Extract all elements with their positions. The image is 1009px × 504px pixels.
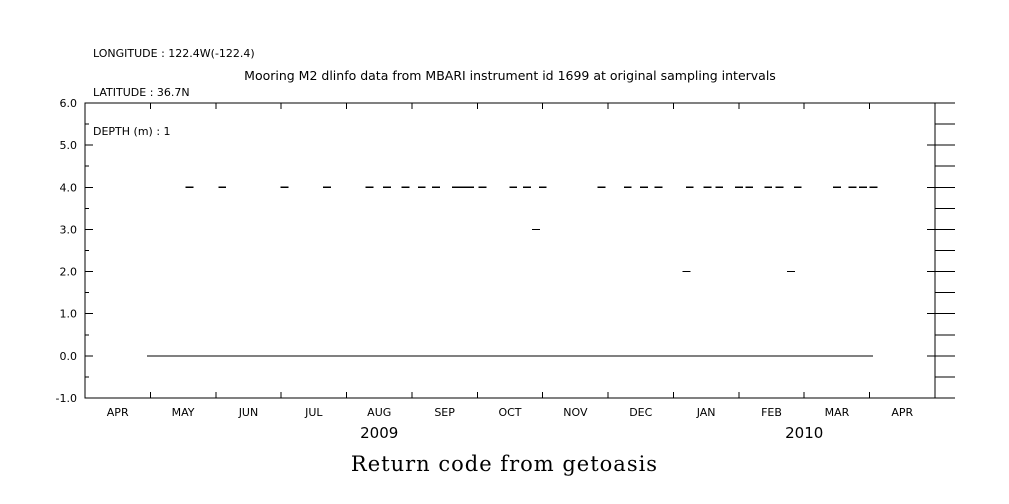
x-month-label: JAN — [696, 406, 716, 419]
y-tick-label: 6.0 — [60, 97, 78, 110]
x-month-label: OCT — [498, 406, 521, 419]
y-tick-label: 5.0 — [60, 139, 78, 152]
y-tick-label: 2.0 — [60, 266, 78, 279]
y-tick-label: -1.0 — [56, 392, 77, 405]
x-month-label: JUN — [238, 406, 259, 419]
x-month-label: FEB — [761, 406, 782, 419]
x-month-label: MAY — [172, 406, 195, 419]
y-tick-label: 0.0 — [60, 350, 78, 363]
location-metadata: LONGITUDE : 122.4W(-122.4) LATITUDE : 36… — [93, 21, 255, 164]
chart-title: Mooring M2 dlinfo data from MBARI instru… — [244, 68, 776, 83]
chart-caption: Return code from getoasis — [350, 452, 659, 476]
y-tick-label: 1.0 — [60, 308, 78, 321]
x-month-label: DEC — [629, 406, 652, 419]
plot-border — [84, 102, 936, 399]
x-month-label: SEP — [434, 406, 455, 419]
latitude-label: LATITUDE : 36.7N — [93, 86, 190, 99]
x-year-label: 2009 — [360, 424, 398, 442]
x-month-label: MAR — [825, 406, 850, 419]
x-month-label: NOV — [563, 406, 588, 419]
depth-label: DEPTH (m) : 1 — [93, 125, 171, 138]
longitude-label: LONGITUDE : 122.4W(-122.4) — [93, 47, 255, 60]
y-tick-label: 4.0 — [60, 181, 78, 194]
x-month-label: JUL — [304, 406, 323, 419]
x-year-label: 2010 — [785, 424, 823, 442]
y-tick-label: 3.0 — [60, 223, 78, 236]
x-month-label: AUG — [367, 406, 391, 419]
x-month-label: APR — [107, 406, 129, 419]
x-month-label: APR — [891, 406, 913, 419]
